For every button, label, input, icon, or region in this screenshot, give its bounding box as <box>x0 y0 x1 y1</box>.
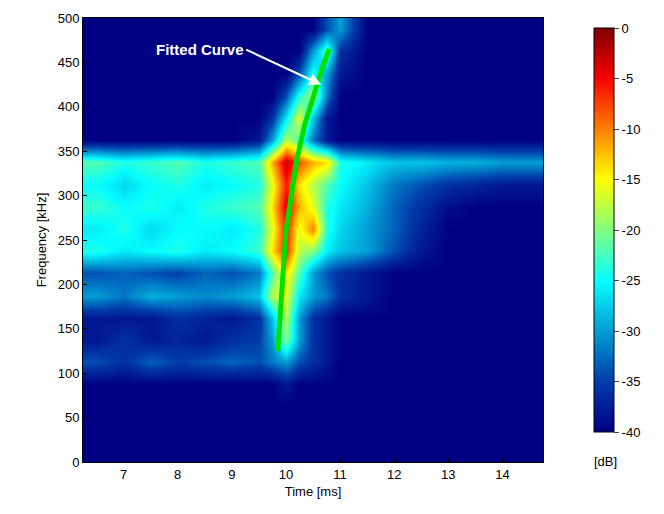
svg-text:-25: -25 <box>622 273 641 288</box>
svg-text:250: 250 <box>58 233 80 248</box>
svg-text:Fitted Curve: Fitted Curve <box>156 41 244 58</box>
svg-text:Time [ms]: Time [ms] <box>285 484 342 499</box>
svg-text:9: 9 <box>228 467 235 482</box>
svg-text:8: 8 <box>174 467 181 482</box>
svg-text:300: 300 <box>58 188 80 203</box>
svg-text:11: 11 <box>333 467 347 482</box>
svg-text:[dB]: [dB] <box>594 454 617 469</box>
svg-text:-35: -35 <box>622 374 641 389</box>
svg-text:50: 50 <box>65 410 79 425</box>
svg-text:7: 7 <box>120 467 127 482</box>
svg-text:0: 0 <box>622 21 629 36</box>
svg-text:0: 0 <box>72 455 79 470</box>
svg-text:-20: -20 <box>622 223 641 238</box>
svg-text:400: 400 <box>58 99 80 114</box>
svg-text:200: 200 <box>58 277 80 292</box>
svg-text:150: 150 <box>58 321 80 336</box>
svg-text:10: 10 <box>279 467 293 482</box>
svg-text:13: 13 <box>441 467 455 482</box>
svg-text:350: 350 <box>58 144 80 159</box>
svg-text:500: 500 <box>58 11 80 26</box>
svg-text:-15: -15 <box>622 172 641 187</box>
svg-text:12: 12 <box>387 467 401 482</box>
svg-text:450: 450 <box>58 55 80 70</box>
svg-text:-30: -30 <box>622 324 641 339</box>
svg-text:-5: -5 <box>622 71 634 86</box>
svg-text:100: 100 <box>58 366 80 381</box>
svg-text:Frequency [kHz]: Frequency [kHz] <box>34 193 49 288</box>
svg-text:14: 14 <box>495 467 509 482</box>
svg-text:-40: -40 <box>622 425 641 440</box>
svg-text:-10: -10 <box>622 122 641 137</box>
